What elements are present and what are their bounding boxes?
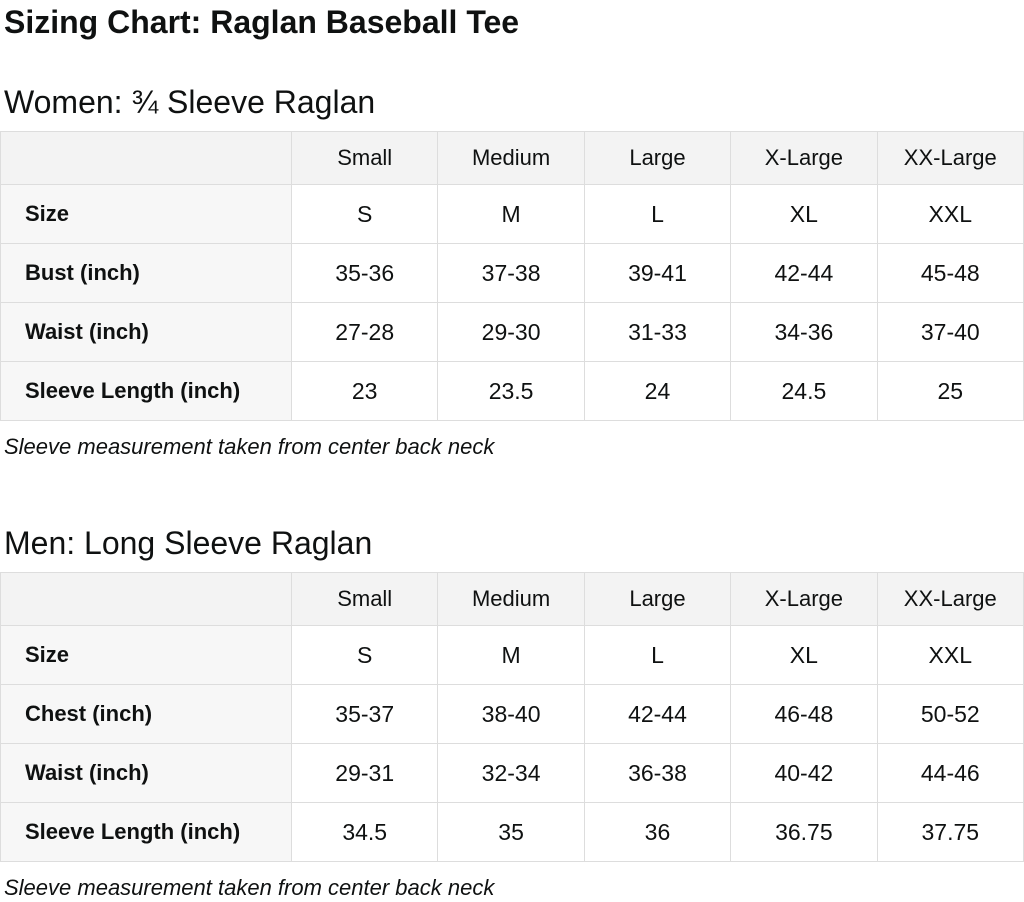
column-header: X-Large (730, 572, 878, 626)
value-cell: XXL (876, 625, 1024, 685)
table-header: Small Medium Large X-Large XX-Large (0, 572, 1024, 626)
value-cell: XL (730, 625, 878, 685)
value-cell: 36.75 (730, 802, 878, 862)
table-row: Waist (inch) 29-31 32-34 36-38 40-42 44-46 (0, 743, 1024, 803)
value-cell: 46-48 (730, 684, 878, 744)
size-section-women: Women: ¾ Sleeve Raglan Small Medium Large X-… (0, 82, 1024, 461)
value-cell: 36 (583, 802, 732, 862)
value-cell: 37.75 (876, 802, 1024, 862)
value-cell: XXL (876, 184, 1024, 244)
row-label: Size (0, 184, 292, 244)
value-cell: 37-40 (876, 302, 1024, 362)
header-row: Small Medium Large X-Large XX-Large (0, 131, 1024, 185)
value-cell: S (290, 184, 439, 244)
column-header: Large (583, 572, 732, 626)
header-row: Small Medium Large X-Large XX-Large (0, 572, 1024, 626)
sleeve-measurement-note: Sleeve measurement taken from center bac… (4, 434, 495, 459)
row-label: Waist (inch) (0, 302, 292, 362)
value-cell: 38-40 (437, 684, 585, 744)
value-cell: 29-31 (290, 743, 439, 803)
column-header: Medium (437, 572, 585, 626)
value-cell: 24.5 (730, 361, 878, 421)
value-cell: S (290, 625, 439, 685)
column-header: Medium (437, 131, 585, 185)
value-cell: 44-46 (876, 743, 1024, 803)
column-header: Small (290, 131, 439, 185)
value-cell: 40-42 (730, 743, 878, 803)
value-cell: 35-36 (290, 243, 439, 303)
value-cell: 36-38 (583, 743, 732, 803)
column-header: Large (583, 131, 732, 185)
table-row: Sleeve Length (inch) 23 23.5 24 24.5 25 (0, 361, 1024, 421)
table-row: Waist (inch) 27-28 29-30 31-33 34-36 37-40 (0, 302, 1024, 362)
column-header: XX-Large (876, 572, 1024, 626)
section-heading-women: Women: ¾ Sleeve Raglan (4, 84, 376, 120)
size-table-women: Small Medium Large X-Large XX-Large Size S M L XL… (0, 131, 1024, 421)
value-cell: XL (730, 184, 878, 244)
value-cell: 27-28 (290, 302, 439, 362)
value-cell: L (583, 184, 732, 244)
row-label: Size (0, 625, 292, 685)
table-row: Bust (inch) 35-36 37-38 39-41 42-44 45-48 (0, 243, 1024, 303)
table-body: Size S M L XL XXL Bust (inch) 35-36 37-38 39-41 42… (0, 184, 1024, 421)
value-cell: M (437, 625, 585, 685)
value-cell: 24 (583, 361, 732, 421)
value-cell: 31-33 (583, 302, 732, 362)
row-label: Chest (inch) (0, 684, 292, 744)
value-cell: 42-44 (583, 684, 732, 744)
row-label: Sleeve Length (inch) (0, 802, 292, 862)
value-cell: 35 (437, 802, 585, 862)
row-label: Bust (inch) (0, 243, 292, 303)
table-body: Size S M L XL XXL Chest (inch) 35-37 38-40 42-44 4… (0, 625, 1024, 862)
value-cell: 42-44 (730, 243, 878, 303)
value-cell: 39-41 (583, 243, 732, 303)
value-cell: 35-37 (290, 684, 439, 744)
row-label: Sleeve Length (inch) (0, 361, 292, 421)
page-title: Sizing Chart: Raglan Baseball Tee (4, 4, 520, 40)
table-row: Size S M L XL XXL (0, 625, 1024, 685)
value-cell: 45-48 (876, 243, 1024, 303)
sleeve-measurement-note: Sleeve measurement taken from center bac… (4, 875, 495, 900)
row-label: Waist (inch) (0, 743, 292, 803)
value-cell: 37-38 (437, 243, 585, 303)
value-cell: 34-36 (730, 302, 878, 362)
table-row: Chest (inch) 35-37 38-40 42-44 46-48 50-52 (0, 684, 1024, 744)
value-cell: L (583, 625, 732, 685)
corner-cell (0, 572, 292, 626)
value-cell: 50-52 (876, 684, 1024, 744)
value-cell: 29-30 (437, 302, 585, 362)
section-heading-men: Men: Long Sleeve Raglan (4, 525, 373, 561)
value-cell: M (437, 184, 585, 244)
value-cell: 23.5 (437, 361, 585, 421)
column-header: XX-Large (876, 131, 1024, 185)
column-header: X-Large (730, 131, 878, 185)
column-header: Small (290, 572, 439, 626)
table-header: Small Medium Large X-Large XX-Large (0, 131, 1024, 185)
value-cell: 25 (876, 361, 1024, 421)
value-cell: 32-34 (437, 743, 585, 803)
corner-cell (0, 131, 292, 185)
size-table-men: Small Medium Large X-Large XX-Large Size S M L XL… (0, 572, 1024, 862)
value-cell: 34.5 (290, 802, 439, 862)
table-row: Size S M L XL XXL (0, 184, 1024, 244)
table-row: Sleeve Length (inch) 34.5 35 36 36.75 37.75 (0, 802, 1024, 862)
size-section-men: Men: Long Sleeve Raglan Small Medium Large X… (0, 523, 1024, 902)
value-cell: 23 (290, 361, 439, 421)
size-sections: Women: ¾ Sleeve Raglan Small Medium Large X-… (0, 82, 1024, 902)
